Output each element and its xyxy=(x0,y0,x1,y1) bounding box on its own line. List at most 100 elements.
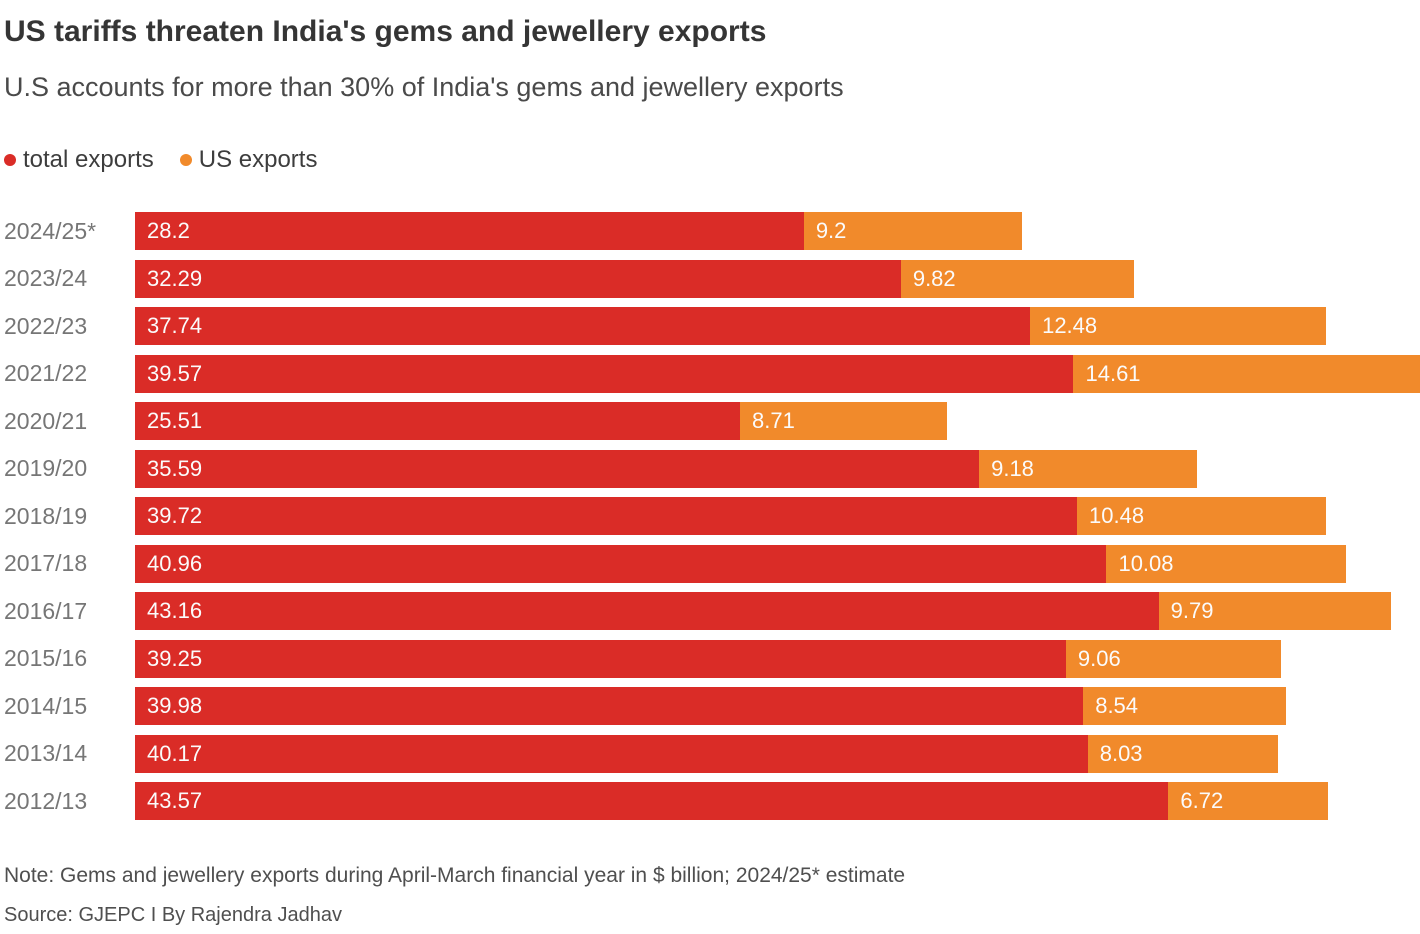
bar-plot-area: 25.51 8.71 xyxy=(135,402,1420,441)
bar-plot-area: 39.25 9.06 xyxy=(135,639,1420,678)
chart-title: US tariffs threaten India's gems and jew… xyxy=(4,15,767,48)
total-exports-bar: 40.17 xyxy=(135,734,1088,773)
bar-value-label: 43.57 xyxy=(147,788,203,814)
bar-plot-area: 43.57 6.72 xyxy=(135,782,1420,821)
total-exports-bar: 39.25 xyxy=(135,639,1066,678)
bar-row: 2014/15 39.98 8.54 xyxy=(4,687,1420,726)
bar-row: 2017/18 40.96 10.08 xyxy=(4,544,1420,583)
US-exports-bar: 8.71 xyxy=(740,402,947,441)
US-exports-bar: 8.03 xyxy=(1087,734,1279,773)
bar-value-label: 40.17 xyxy=(147,740,203,766)
year-label: 2012/13 xyxy=(4,787,88,814)
year-label: 2018/19 xyxy=(4,502,88,529)
total-exports-bar: 39.57 xyxy=(135,354,1074,393)
bar-value-label: 9.18 xyxy=(991,455,1034,481)
year-label: 2022/23 xyxy=(4,312,88,339)
bar-value-label: 14.61 xyxy=(1085,360,1141,386)
bar-value-label: 25.51 xyxy=(147,408,203,434)
US-exports-bar: 12.48 xyxy=(1030,307,1327,346)
total-exports-bar: 43.16 xyxy=(135,592,1159,631)
year-label: 2019/20 xyxy=(4,455,88,482)
US-exports-bar: 9.79 xyxy=(1158,592,1391,631)
total-exports-bar: 39.98 xyxy=(135,687,1084,726)
bar-value-label: 9.79 xyxy=(1170,598,1214,624)
bar-value-label: 9.2 xyxy=(815,218,847,244)
bar-plot-area: 28.2 9.2 xyxy=(135,212,1420,251)
year-label: 2017/18 xyxy=(4,550,88,577)
chart-legend: total exports US exports xyxy=(4,146,1420,174)
US-exports-bar: 8.54 xyxy=(1083,687,1286,726)
legend-item-total-exports: total exports xyxy=(4,146,154,174)
year-label: 2013/14 xyxy=(4,740,88,767)
bar-value-label: 39.57 xyxy=(147,360,203,386)
bar-value-label: 9.82 xyxy=(912,265,956,291)
bar-value-label: 8.71 xyxy=(752,408,795,434)
bar-plot-area: 40.17 8.03 xyxy=(135,734,1420,773)
bar-plot-area: 35.59 9.18 xyxy=(135,449,1420,488)
bar-value-label: 28.2 xyxy=(147,218,190,244)
year-label: 2023/24 xyxy=(4,265,88,292)
us-exports-dot-icon xyxy=(179,154,192,167)
bar-row: 2012/13 43.57 6.72 xyxy=(4,782,1420,821)
year-label: 2024/25* xyxy=(4,217,97,244)
bar-value-label: 12.48 xyxy=(1042,313,1098,339)
bar-value-label: 8.03 xyxy=(1099,740,1143,766)
year-label: 2014/15 xyxy=(4,692,88,719)
US-exports-bar: 9.06 xyxy=(1065,639,1281,678)
bar-plot-area: 43.16 9.79 xyxy=(135,592,1420,631)
bar-value-label: 43.16 xyxy=(147,598,203,624)
US-exports-bar: 10.08 xyxy=(1106,544,1346,583)
bar-value-label: 35.59 xyxy=(147,455,203,481)
US-exports-bar: 9.2 xyxy=(803,212,1022,251)
bar-value-label: 10.08 xyxy=(1118,550,1174,576)
year-label: 2016/17 xyxy=(4,597,88,624)
year-label: 2015/16 xyxy=(4,645,88,672)
total-exports-bar: 39.72 xyxy=(135,497,1078,536)
legend-item-us-exports: US exports xyxy=(179,146,318,174)
bar-value-label: 37.74 xyxy=(147,313,203,339)
chart-source: Source: GJEPC I By Rajendra Jadhav xyxy=(4,904,342,927)
total-exports-bar: 40.96 xyxy=(135,544,1107,583)
bar-row: 2022/23 37.74 12.48 xyxy=(4,307,1420,346)
total-exports-dot-icon xyxy=(4,154,16,167)
bar-row: 2016/17 43.16 9.79 xyxy=(4,592,1420,631)
total-exports-bar: 25.51 xyxy=(135,402,741,441)
year-label: 2020/21 xyxy=(4,407,88,434)
total-exports-bar: 35.59 xyxy=(135,449,980,488)
bar-row: 2015/16 39.25 9.06 xyxy=(4,639,1420,678)
total-exports-bar: 37.74 xyxy=(135,307,1031,346)
bar-value-label: 6.72 xyxy=(1180,788,1224,814)
US-exports-bar: 6.72 xyxy=(1168,782,1328,821)
bar-value-label: 32.29 xyxy=(147,265,203,291)
bar-value-label: 40.96 xyxy=(147,550,203,576)
bar-plot-area: 39.57 14.61 xyxy=(135,354,1420,393)
bar-value-label: 39.72 xyxy=(147,503,203,529)
bar-plot-area: 32.29 9.82 xyxy=(135,259,1420,298)
bar-value-label: 39.98 xyxy=(147,693,203,719)
chart-note: Note: Gems and jewellery exports during … xyxy=(4,864,906,888)
bar-plot-area: 39.98 8.54 xyxy=(135,687,1420,726)
legend-label-us-exports: US exports xyxy=(198,146,318,174)
bar-plot-area: 40.96 10.08 xyxy=(135,544,1420,583)
US-exports-bar: 9.18 xyxy=(979,449,1197,488)
bar-plot-area: 39.72 10.48 xyxy=(135,497,1420,536)
total-exports-bar: 43.57 xyxy=(135,782,1169,821)
bar-value-label: 8.54 xyxy=(1095,693,1139,719)
legend-label-total-exports: total exports xyxy=(23,146,154,174)
bar-value-label: 10.48 xyxy=(1089,503,1145,529)
chart-subtitle: U.S accounts for more than 30% of India'… xyxy=(4,72,844,102)
US-exports-bar: 9.82 xyxy=(900,259,1134,298)
bar-row: 2019/20 35.59 9.18 xyxy=(4,449,1420,488)
bar-row: 2020/21 25.51 8.71 xyxy=(4,402,1420,441)
bar-value-label: 39.25 xyxy=(147,645,203,671)
bar-row: 2023/24 32.29 9.82 xyxy=(4,259,1420,298)
bar-value-label: 9.06 xyxy=(1077,645,1121,671)
US-exports-bar: 14.61 xyxy=(1073,354,1420,393)
bar-plot-area: 37.74 12.48 xyxy=(135,307,1420,346)
bar-row: 2013/14 40.17 8.03 xyxy=(4,734,1420,773)
bar-chart-rows: 2024/25* 28.2 9.2 2023/24 32.29 9.82 2022/23 37… xyxy=(4,212,1420,821)
total-exports-bar: 32.29 xyxy=(135,259,901,298)
bar-row: 2021/22 39.57 14.61 xyxy=(4,354,1420,393)
year-label: 2021/22 xyxy=(4,360,88,387)
